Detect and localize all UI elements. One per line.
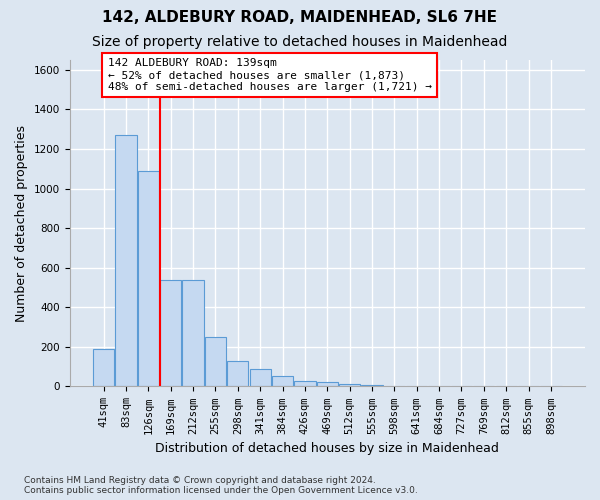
Bar [339,384,360,386]
X-axis label: Distribution of detached houses by size in Maidenhead: Distribution of detached houses by size … [155,442,499,455]
Bar [227,360,248,386]
Bar [182,280,203,386]
Text: Contains HM Land Registry data © Crown copyright and database right 2024.
Contai: Contains HM Land Registry data © Crown c… [24,476,418,495]
Bar [115,135,137,386]
Bar [93,349,114,387]
Bar [160,280,181,386]
Bar [250,368,271,386]
Y-axis label: Number of detached properties: Number of detached properties [15,124,28,322]
Bar [317,382,338,386]
Bar [294,380,316,386]
Bar [137,171,159,386]
Text: Size of property relative to detached houses in Maidenhead: Size of property relative to detached ho… [92,35,508,49]
Bar [272,376,293,386]
Text: 142 ALDEBURY ROAD: 139sqm
← 52% of detached houses are smaller (1,873)
48% of se: 142 ALDEBURY ROAD: 139sqm ← 52% of detac… [107,58,431,92]
Bar [205,337,226,386]
Text: 142, ALDEBURY ROAD, MAIDENHEAD, SL6 7HE: 142, ALDEBURY ROAD, MAIDENHEAD, SL6 7HE [103,10,497,25]
